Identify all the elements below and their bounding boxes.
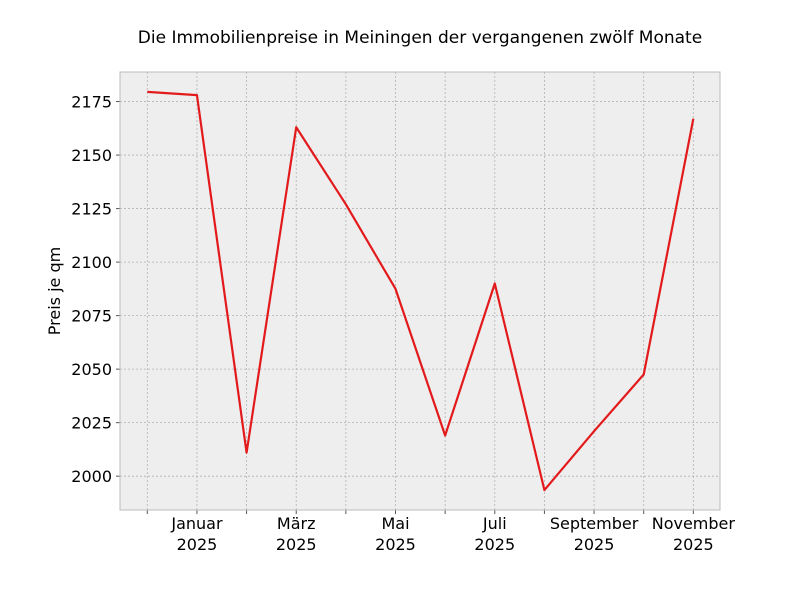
x-axis-tick-labels: Januar 2025 März 2025 Mai 2025 Juli 2025 Septemb… — [170, 514, 735, 554]
x-tick-label: März 2025 — [276, 514, 317, 554]
y-tick-label: 2175 — [71, 93, 112, 112]
y-tick-label: 2025 — [71, 414, 112, 433]
series-line — [147, 90, 695, 492]
chart-title: Die Immobilienpreise in Meiningen der ve… — [138, 28, 702, 48]
y-tick-label: 2050 — [71, 360, 112, 379]
plot-frame — [119, 71, 721, 511]
y-tick-label: 2150 — [71, 146, 112, 165]
y-axis-label: Preis je qm — [45, 247, 64, 335]
plot-area — [120, 72, 720, 510]
x-tick-label: September 2025 — [550, 514, 639, 554]
x-tick-label: Januar 2025 — [170, 514, 223, 554]
axis-ticks — [116, 101, 694, 514]
y-axis-tick-labels: 2000 2025 2050 2075 2100 2125 2150 2175 — [71, 93, 112, 487]
y-tick-label: 2000 — [71, 467, 112, 486]
x-tick-label: Mai 2025 — [375, 514, 416, 554]
y-tick-label: 2075 — [71, 307, 112, 326]
x-tick-label: November 2025 — [652, 514, 736, 554]
y-tick-label: 2125 — [71, 200, 112, 219]
y-tick-label: 2100 — [71, 253, 112, 272]
x-tick-label: Juli 2025 — [474, 514, 515, 554]
grid-lines — [120, 72, 720, 510]
